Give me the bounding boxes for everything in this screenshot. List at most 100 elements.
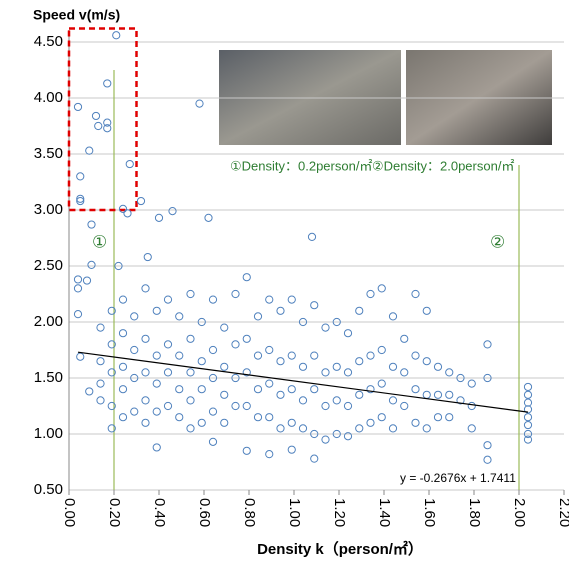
annotation: ①	[92, 232, 107, 251]
data-point	[242, 446, 251, 455]
x-tick-label: 1.80	[466, 498, 483, 527]
data-point	[343, 329, 353, 338]
data-point	[388, 362, 398, 371]
data-point	[298, 396, 308, 405]
data-point	[125, 159, 134, 169]
data-point	[445, 413, 454, 422]
data-point	[332, 396, 341, 405]
data-point	[73, 275, 83, 284]
data-point	[163, 368, 173, 377]
data-point	[94, 121, 103, 131]
data-point	[467, 401, 476, 411]
data-point	[287, 445, 296, 454]
data-point	[130, 373, 139, 383]
annotation: ①Density：0.2person/㎡	[230, 158, 372, 173]
data-point	[422, 390, 431, 399]
x-axis-label: Density k（person/㎡）	[257, 540, 423, 558]
data-point	[242, 401, 251, 411]
data-point	[204, 213, 213, 222]
data-point	[208, 345, 218, 355]
data-point	[276, 424, 285, 433]
data-point	[96, 357, 105, 366]
data-point	[343, 368, 353, 377]
data-point	[195, 99, 204, 108]
data-point	[154, 213, 164, 222]
data-point	[307, 232, 317, 241]
data-point	[343, 401, 353, 411]
data-point	[73, 284, 83, 293]
data-point	[107, 306, 116, 315]
data-point	[141, 368, 150, 377]
data-point	[400, 401, 409, 411]
data-point	[175, 413, 184, 422]
data-point	[400, 334, 409, 343]
data-point	[220, 323, 229, 332]
x-tick-label: 0.40	[151, 498, 168, 527]
data-point	[197, 418, 206, 427]
data-point	[377, 284, 386, 293]
data-point	[130, 345, 139, 355]
data-point	[87, 220, 96, 229]
data-point	[265, 413, 274, 422]
data-point	[287, 385, 296, 394]
data-point	[253, 351, 263, 360]
data-point	[123, 209, 132, 218]
data-point	[445, 390, 454, 399]
data-point	[242, 334, 251, 343]
data-point	[143, 252, 152, 262]
data-point	[422, 424, 431, 433]
data-point	[208, 437, 218, 446]
trendline-label: y = -0.2676x + 1.7411	[400, 471, 516, 485]
data-point	[411, 289, 420, 299]
data-point	[152, 379, 161, 388]
data-point	[76, 172, 85, 181]
data-point	[186, 424, 195, 433]
data-point	[130, 312, 139, 321]
data-point	[287, 418, 296, 427]
data-point	[310, 454, 319, 463]
data-point	[197, 317, 206, 327]
data-point	[523, 390, 533, 399]
data-point	[152, 306, 161, 315]
data-point	[168, 207, 177, 216]
data-point	[73, 310, 83, 319]
data-point	[118, 385, 128, 394]
data-point	[377, 413, 386, 422]
data-point	[186, 368, 195, 377]
data-point	[321, 435, 330, 444]
data-point	[118, 329, 128, 338]
y-tick-label: 1.50	[34, 369, 63, 386]
data-point	[321, 368, 330, 377]
data-point	[467, 379, 476, 388]
data-point	[208, 373, 218, 383]
data-point	[355, 390, 364, 399]
data-point	[186, 334, 195, 343]
data-point	[231, 401, 240, 411]
data-point	[82, 276, 92, 285]
data-point	[388, 312, 398, 321]
data-point	[231, 373, 240, 383]
data-point	[76, 196, 85, 206]
data-point	[433, 413, 443, 422]
data-point	[253, 312, 263, 321]
data-point	[91, 111, 101, 121]
data-point	[355, 306, 364, 315]
data-point	[73, 102, 83, 112]
data-point	[388, 424, 398, 433]
data-point	[483, 340, 492, 349]
data-point	[287, 295, 296, 304]
data-point	[96, 396, 105, 405]
data-point	[136, 196, 146, 206]
y-tick-label: 0.50	[34, 481, 63, 498]
data-point	[253, 385, 263, 394]
data-point	[456, 396, 465, 405]
data-point	[130, 407, 139, 416]
data-point	[310, 351, 319, 360]
data-point	[265, 450, 274, 459]
data-point	[377, 345, 386, 355]
data-point	[265, 379, 274, 388]
highlight-box	[67, 27, 138, 212]
y-tick-label: 3.00	[34, 201, 63, 218]
data-point	[265, 345, 274, 355]
